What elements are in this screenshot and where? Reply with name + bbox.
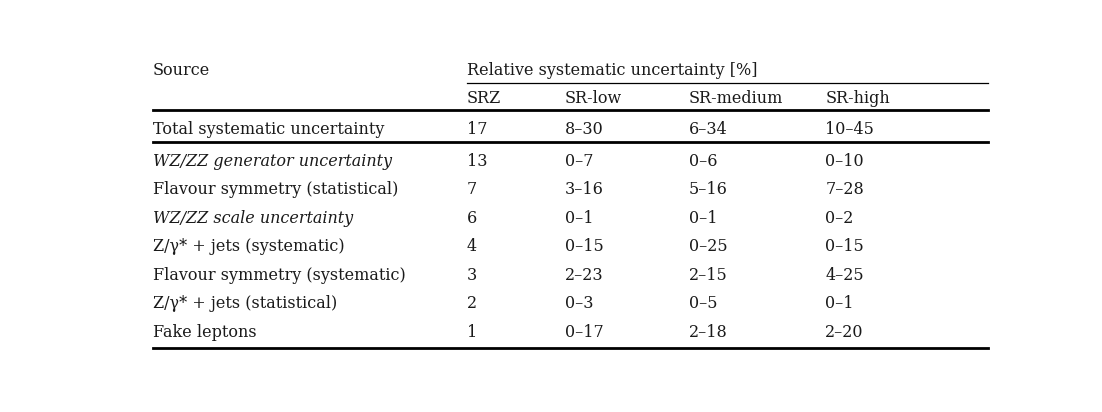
Text: WZ/ZZ scale uncertainty: WZ/ZZ scale uncertainty (153, 210, 354, 227)
Text: 7–28: 7–28 (825, 181, 864, 198)
Text: 2: 2 (466, 295, 477, 312)
Text: 5–16: 5–16 (689, 181, 727, 198)
Text: 8–30: 8–30 (565, 121, 604, 138)
Text: 2–23: 2–23 (565, 267, 604, 284)
Text: 0–3: 0–3 (565, 295, 593, 312)
Text: 0–15: 0–15 (825, 238, 864, 255)
Text: Flavour symmetry (statistical): Flavour symmetry (statistical) (153, 181, 399, 198)
Text: 0–6: 0–6 (689, 152, 717, 170)
Text: Flavour symmetry (systematic): Flavour symmetry (systematic) (153, 267, 406, 284)
Text: 0–25: 0–25 (689, 238, 727, 255)
Text: 6: 6 (466, 210, 477, 227)
Text: Fake leptons: Fake leptons (153, 324, 257, 341)
Text: SR-medium: SR-medium (689, 90, 784, 107)
Text: 4–25: 4–25 (825, 267, 864, 284)
Text: SRZ: SRZ (466, 90, 500, 107)
Text: Total systematic uncertainty: Total systematic uncertainty (153, 121, 385, 138)
Text: 2–15: 2–15 (689, 267, 727, 284)
Text: 3–16: 3–16 (565, 181, 604, 198)
Text: Source: Source (153, 61, 210, 79)
Text: Relative systematic uncertainty [%]: Relative systematic uncertainty [%] (466, 61, 757, 79)
Text: 0–5: 0–5 (689, 295, 717, 312)
Text: WZ/ZZ generator uncertainty: WZ/ZZ generator uncertainty (153, 152, 392, 170)
Text: 0–15: 0–15 (565, 238, 604, 255)
Text: 6–34: 6–34 (689, 121, 727, 138)
Text: 3: 3 (466, 267, 477, 284)
Text: 0–2: 0–2 (825, 210, 854, 227)
Text: 17: 17 (466, 121, 487, 138)
Text: SR-high: SR-high (825, 90, 890, 107)
Text: 13: 13 (466, 152, 487, 170)
Text: 4: 4 (466, 238, 477, 255)
Text: 0–17: 0–17 (565, 324, 604, 341)
Text: 10–45: 10–45 (825, 121, 874, 138)
Text: Z/γ* + jets (systematic): Z/γ* + jets (systematic) (153, 238, 345, 255)
Text: 7: 7 (466, 181, 477, 198)
Text: 0–7: 0–7 (565, 152, 593, 170)
Text: 1: 1 (466, 324, 477, 341)
Text: 0–1: 0–1 (825, 295, 854, 312)
Text: 2–20: 2–20 (825, 324, 864, 341)
Text: 2–18: 2–18 (689, 324, 727, 341)
Text: 0–1: 0–1 (689, 210, 717, 227)
Text: 0–10: 0–10 (825, 152, 864, 170)
Text: Z/γ* + jets (statistical): Z/γ* + jets (statistical) (153, 295, 337, 312)
Text: 0–1: 0–1 (565, 210, 593, 227)
Text: SR-low: SR-low (565, 90, 622, 107)
